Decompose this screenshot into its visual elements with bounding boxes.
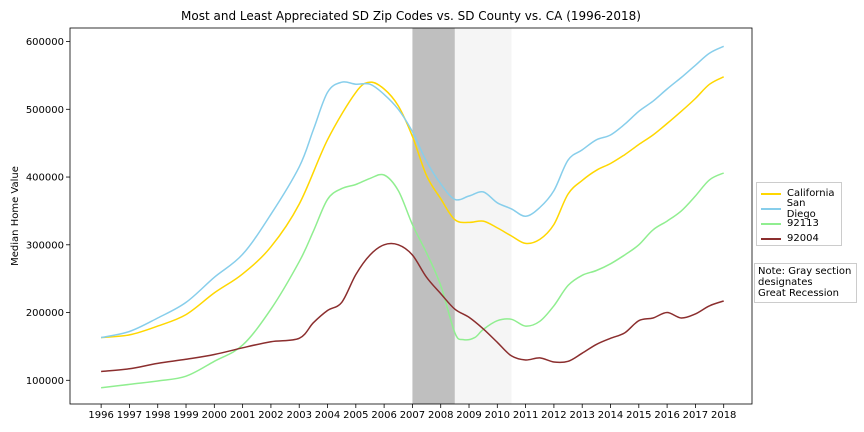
x-tick-label: 2012 <box>541 410 566 421</box>
x-tick-label: 1997 <box>117 410 142 421</box>
x-tick-label: 1999 <box>173 410 198 421</box>
y-axis-label: Median Home Value <box>10 166 21 266</box>
x-tick-label: 2001 <box>230 410 255 421</box>
x-tick-label: 2008 <box>428 410 453 421</box>
chart-title: Most and Least Appreciated SD Zip Codes … <box>181 9 641 23</box>
series-line-san-diego <box>100 45 725 339</box>
legend-entry: San Diego <box>761 198 837 220</box>
recession-shade <box>412 28 455 404</box>
chart-legend: California San Diego 92113 92004 <box>756 182 842 246</box>
legend-label: 92004 <box>787 233 819 244</box>
legend-label: California <box>787 188 835 199</box>
plot-frame <box>69 27 753 405</box>
y-tick-label: 100000 <box>26 376 64 387</box>
series-line-92113 <box>101 172 725 389</box>
x-tick-label: 2002 <box>258 410 283 421</box>
x-tick-label: 2018 <box>711 410 736 421</box>
y-tick-label: 500000 <box>26 105 64 116</box>
x-tick-label: 2015 <box>626 410 651 421</box>
legend-swatch <box>761 237 781 240</box>
legend-swatch <box>761 192 781 195</box>
y-tick-label: 600000 <box>26 37 64 48</box>
x-tick-label: 2011 <box>513 410 538 421</box>
x-tick-label: 2017 <box>683 410 708 421</box>
legend-entry: California <box>761 186 837 201</box>
x-tick-label: 2016 <box>654 410 679 421</box>
x-tick-label: 2009 <box>456 410 481 421</box>
series-line-california <box>101 76 725 339</box>
x-tick-label: 2000 <box>202 410 227 421</box>
x-tick-label: 1996 <box>88 410 113 421</box>
x-tick-label: 2003 <box>286 410 311 421</box>
x-tick-label: 2006 <box>371 410 396 421</box>
x-tick-label: 2004 <box>315 410 340 421</box>
x-tick-label: 2005 <box>343 410 368 421</box>
x-tick-label: 2013 <box>569 410 594 421</box>
y-tick-label: 300000 <box>26 240 64 251</box>
x-tick-label: 1998 <box>145 410 170 421</box>
y-tick-label: 200000 <box>26 308 64 319</box>
legend-swatch <box>761 222 781 225</box>
legend-entry: 92113 <box>761 216 837 231</box>
y-tick-label: 400000 <box>26 173 64 184</box>
x-tick-label: 2010 <box>485 410 510 421</box>
legend-label: San Diego <box>786 197 816 220</box>
series-line-92004 <box>101 242 724 373</box>
legend-swatch <box>761 207 781 210</box>
recession-note: Note: Gray section designates Great Rece… <box>754 263 857 303</box>
legend-label: 92113 <box>787 218 819 229</box>
recovery-shade <box>454 28 512 404</box>
x-tick-label: 2014 <box>598 410 623 421</box>
legend-entry: 92004 <box>761 231 837 246</box>
x-tick-label: 2007 <box>400 410 425 421</box>
